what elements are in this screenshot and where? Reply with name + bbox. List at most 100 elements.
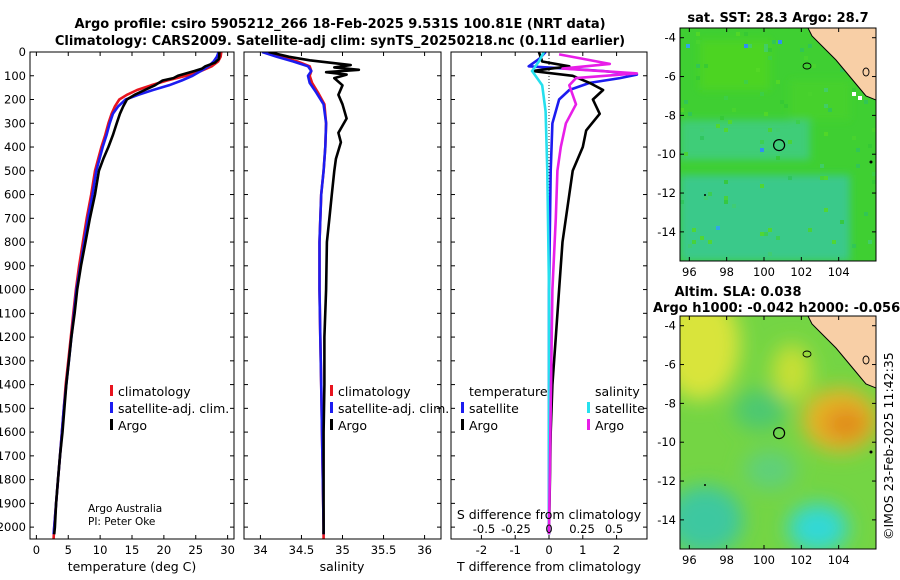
legend-heading-salinity: salinity [595,384,640,399]
sst-pixel [688,244,692,248]
y-tick-label: 1800 [0,473,26,487]
series-line-s-satellite [530,52,551,535]
sla-low-blob [788,504,848,549]
sla-blobs [680,316,876,549]
sst-pixel [728,120,732,124]
temperature-x-axis: 0 5 10 15 20 25 30 [33,52,235,557]
sla-map-subtitle: Argo h1000: -0.042 h2000: -0.056 [653,301,900,316]
sst-pixel [724,128,728,132]
x-tick-label: 30 [220,543,235,557]
legend-swatch-climatology [330,385,333,396]
s-tick-labels: -0.5 -0.25 0 0.25 0.5 [473,522,623,536]
sst-pixel [840,220,844,224]
sst-pixel [780,100,784,104]
map-y-tick-label: -14 [657,225,676,239]
sst-pixel [808,228,812,232]
sst-pixel [764,232,768,236]
x-tick-label: 34.5 [289,543,315,557]
sst-pixel [684,100,688,104]
y-tick-label: 1200 [0,330,26,344]
legend-label-climatology: climatology [118,384,191,399]
y-tick-label: 400 [4,140,26,154]
sst-pixel [776,236,780,240]
series-line-t-argo [530,52,605,535]
sst-pixel [756,68,760,72]
series-line-satellite-adj-clim [261,52,328,535]
sst-pixel [812,64,816,68]
sst-pixel [724,196,728,200]
sla-low-blob [744,450,796,490]
s-tick-label: 0.25 [569,522,595,536]
sst-pixel [856,164,860,168]
sst-pixel [808,44,812,48]
sst-pixel [704,196,708,200]
y-tick-label: 1100 [0,306,26,320]
sst-argo-marker [772,139,786,152]
y-tick-label: 1500 [0,401,26,415]
y-tick-label: 2000 [0,520,26,534]
y-tick-label: 700 [4,211,26,225]
sst-warm-patch [790,80,850,120]
y-tick-label: 300 [4,116,26,130]
legend-swatch-t-satellite [461,402,464,413]
sst-island [862,67,870,77]
sst-pixel [824,104,828,108]
sst-pixel [680,108,684,112]
sst-pixel [852,88,856,92]
sla-island [869,450,873,454]
map-x-tick-label: 98 [719,553,734,567]
sst-pixel [768,56,772,60]
map-y-tick-label: -8 [665,108,676,122]
map-y-tick-label: -14 [657,513,676,527]
y-tick-label: 0 [19,45,26,59]
sst-pixel [840,68,844,72]
sst-pixel [872,180,876,184]
imos-stamp: ©IMOS 23-Feb-2025 11:42:35 [881,352,896,540]
sst-pixel [692,240,696,244]
map-y-tick-label: -4 [665,319,676,333]
sst-pixel [808,92,812,96]
x-tick-label: 36 [417,543,432,557]
sla-map-title: Altim. SLA: 0.038 [675,285,802,300]
legend-swatch-t-argo [461,419,464,430]
series-line-satellite-adj-clim [52,52,220,535]
sst-pixel [820,164,824,168]
sst-pixel [776,156,780,160]
sst-pixel [824,176,828,180]
x-tick-label: 15 [125,543,140,557]
sst-pixel [764,48,768,52]
legend-swatch-satellite [330,402,333,413]
y-tick-label: 1700 [0,449,26,463]
legend-label-climatology: climatology [338,384,411,399]
sla-island [704,484,706,486]
temperature-panel: 0100200300400500600700800900100011001200… [0,45,235,574]
series-line-argo [52,52,221,535]
map-y-tick-label: -4 [665,31,676,45]
salinity-axes-frame [243,51,442,540]
map-y-tick-label: -12 [657,186,676,200]
sst-pixel [796,120,800,124]
figure-title-line1: Argo profile: csiro 5905212_266 18-Feb-2… [74,17,605,32]
sst-cool-patch [680,175,850,261]
salinity-x-axis: 34 34.5 35 35.5 36 [253,52,432,557]
sst-pixel [732,204,736,208]
sla-map-field [680,316,876,549]
y-tick-label: 900 [4,259,26,273]
sst-map-panel: sat. SST: 28.3 Argo: 28.7 96 98 100 102 104 -… [657,11,877,279]
sst-pixel [852,244,856,248]
sst-map-title: sat. SST: 28.3 Argo: 28.7 [687,11,868,26]
sst-pixel [828,108,832,112]
series-line-climatology [52,52,223,539]
x-tick-label: 25 [188,543,203,557]
sla-island [802,350,812,358]
difference-y-ticks [451,51,647,528]
legend-swatch-climatology [110,385,113,396]
salinity-xlabel: salinity [320,559,365,574]
sst-pixel [708,192,712,196]
credit-pi: PI: Peter Oke [88,516,155,528]
sst-pixel [686,44,690,48]
sla-map-panel: Altim. SLA: 0.038 Argo h1000: -0.042 h20… [653,285,900,567]
y-tick-label: 200 [4,93,26,107]
legend-label-argo: Argo [118,418,147,433]
